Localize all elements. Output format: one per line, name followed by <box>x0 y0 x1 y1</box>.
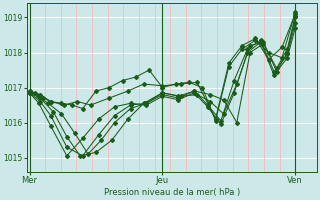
X-axis label: Pression niveau de la mer( hPa ): Pression niveau de la mer( hPa ) <box>104 188 240 197</box>
